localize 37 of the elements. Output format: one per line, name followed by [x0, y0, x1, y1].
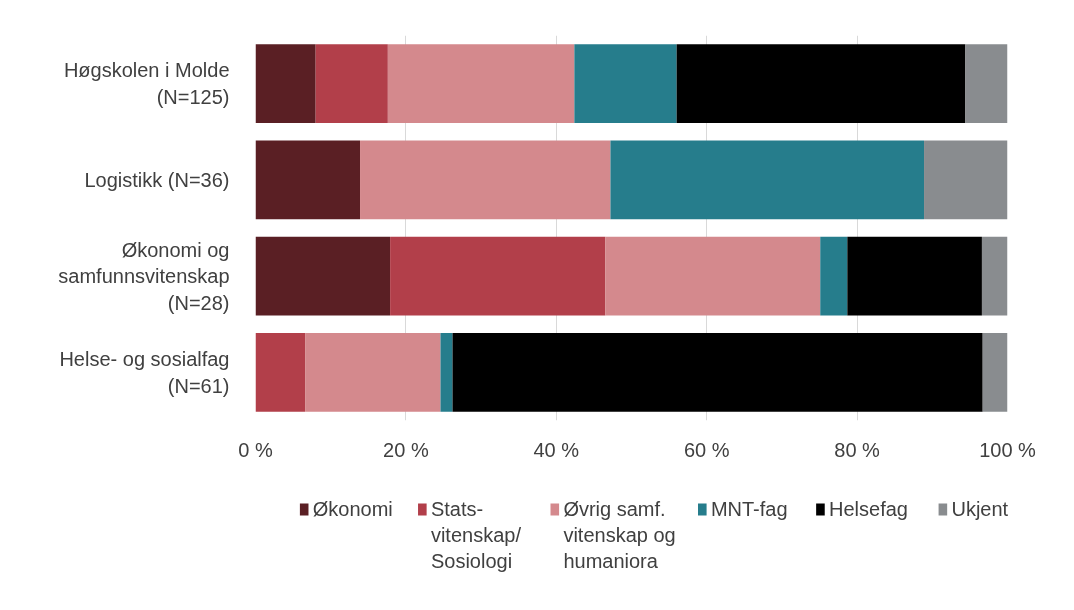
legend-label: Økonomi — [312, 497, 393, 520]
bar — [255, 44, 316, 124]
bar — [360, 140, 611, 220]
bar — [452, 332, 983, 412]
legend-label: Øvrig samf. vitenskap og humaniora — [563, 497, 676, 573]
y-tick-label: Helse- og sosialfag (N=61) — [59, 348, 230, 397]
x-tick-label: 0 % — [238, 438, 273, 461]
bar — [440, 332, 453, 412]
legend-label: Ukjent — [951, 497, 1009, 520]
x-tick-label: 60 % — [683, 438, 730, 461]
bar — [847, 236, 982, 316]
bar — [676, 44, 966, 124]
bar — [610, 140, 925, 220]
legend-label: Stats- vitenskap/ Sosiologi — [430, 497, 522, 573]
bar — [315, 44, 388, 124]
bar — [605, 236, 821, 316]
legend-label: MNT-fag — [710, 497, 788, 520]
x-tick-label: 100 % — [979, 438, 1037, 461]
bar — [981, 236, 1008, 316]
bar — [305, 332, 441, 412]
x-tick-label: 80 % — [834, 438, 881, 461]
bar — [390, 236, 606, 316]
bar — [255, 332, 306, 412]
x-tick-label: 20 % — [383, 438, 429, 461]
bar — [387, 44, 575, 124]
y-tick-label: Økonomi og samfunnsvitenskap (N=28) — [58, 238, 230, 314]
bar — [924, 140, 1008, 220]
bar — [965, 44, 1008, 124]
bar — [982, 332, 1008, 412]
legend-label: Helsefag — [829, 497, 908, 520]
bar — [255, 236, 391, 316]
bar — [255, 140, 361, 220]
bar — [820, 236, 848, 316]
x-tick-label: 40 % — [533, 438, 580, 461]
y-tick-label: Høgskolen i Molde (N=125) — [63, 59, 230, 108]
bar — [574, 44, 677, 124]
y-tick-label: Logistikk (N=36) — [84, 168, 230, 191]
